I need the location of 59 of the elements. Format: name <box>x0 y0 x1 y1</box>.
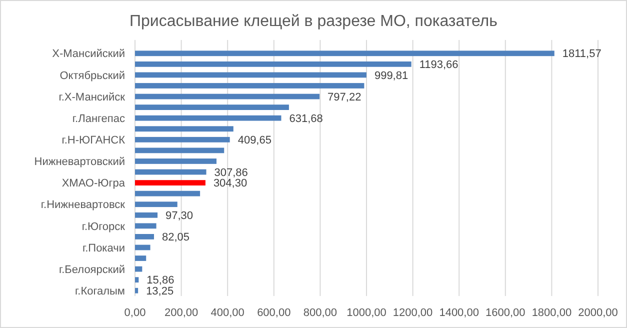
x-tick-label: 1200,00 <box>392 307 433 319</box>
data-label: 409,65 <box>238 134 272 146</box>
y-tick-label: г.Югорск <box>82 220 126 233</box>
data-label: 97,30 <box>166 210 194 222</box>
bar <box>135 94 320 100</box>
bar <box>135 256 146 261</box>
x-tick-label: 1000,00 <box>346 307 386 319</box>
bar <box>135 136 230 142</box>
bar <box>135 223 156 229</box>
y-tick-label: г.Нижневартовск <box>40 199 126 212</box>
bar <box>135 115 282 121</box>
bar <box>135 212 158 218</box>
bar <box>135 266 142 272</box>
x-tick-label: 600,00 <box>257 307 291 319</box>
y-tick-label: г.Покачи <box>82 242 125 254</box>
data-label: 13,25 <box>146 285 174 298</box>
bar <box>135 202 178 208</box>
y-tick-label: г.Лангепас <box>72 112 126 125</box>
y-tick-label: г.Х-Мансийск <box>58 91 126 104</box>
bar <box>135 50 554 56</box>
y-tick-label: Октябрьский <box>60 70 125 82</box>
x-tick-label: 200,00 <box>164 307 198 319</box>
bar <box>135 169 206 175</box>
x-tick-label: 800,00 <box>303 307 338 319</box>
y-tick-label: Х-Мансийский <box>52 48 125 60</box>
data-label: 797,22 <box>328 91 362 104</box>
data-label: 1193,66 <box>419 59 458 72</box>
x-tick-label: 1800,00 <box>532 307 572 319</box>
y-tick-label: г.Когалым <box>74 285 125 298</box>
x-tick-label: 400,00 <box>210 307 244 319</box>
bar <box>135 72 366 78</box>
x-tick-label: 1600,00 <box>486 307 526 319</box>
chart-title: Присасывание клещей в разрезе МО, показатель <box>130 13 498 30</box>
data-label: 631,68 <box>289 112 323 125</box>
bar <box>135 244 150 250</box>
bar <box>135 83 364 88</box>
bar <box>135 61 412 67</box>
data-label: 304,30 <box>213 178 248 190</box>
x-tick-label: 0,00 <box>124 307 146 319</box>
y-tick-label: Нижневартовский <box>34 156 125 168</box>
bar <box>135 104 289 110</box>
y-tick-label: г.Белоярский <box>58 264 125 276</box>
bar <box>135 180 206 186</box>
y-tick-label: ХМАО-Югра <box>62 178 126 190</box>
bar <box>135 126 234 132</box>
bar <box>135 234 154 240</box>
bar <box>135 190 200 196</box>
data-label: 15,86 <box>146 274 174 287</box>
bar <box>135 148 224 154</box>
data-label: 999,81 <box>374 70 408 82</box>
bar <box>135 277 139 283</box>
data-label: 1811,57 <box>562 48 602 60</box>
y-tick-label: г.Н-ЮГАНСК <box>62 134 126 146</box>
bar <box>135 158 216 164</box>
x-tick-label: 2000,00 <box>578 307 618 319</box>
data-label: 307,86 <box>214 166 248 179</box>
x-tick-label: 1400,00 <box>439 307 479 319</box>
bar <box>135 288 138 294</box>
data-label: 82,05 <box>162 232 190 244</box>
